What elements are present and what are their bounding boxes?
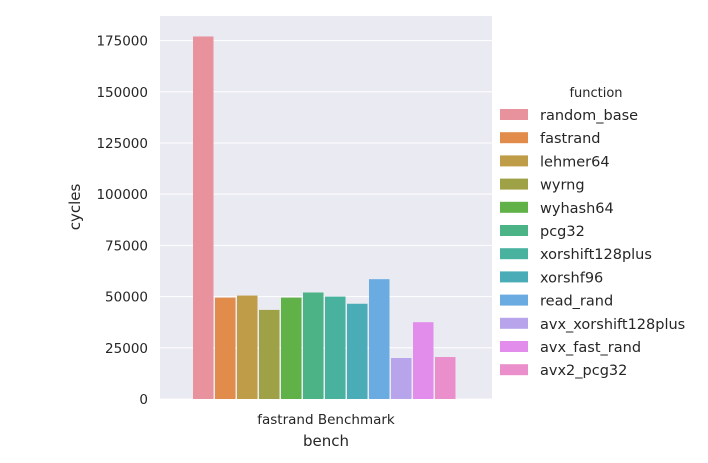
legend-swatch xyxy=(500,364,528,376)
y-tick-labels: 0 25000 50000 75000 100000 125000 150000 175000 xyxy=(96,34,148,408)
bar-read-rand xyxy=(369,279,390,399)
legend-label: avx_fast_rand xyxy=(540,340,641,356)
legend: function random_base fastrand lehmer64 wyrn… xyxy=(500,86,685,379)
y-axis-label: cycles xyxy=(66,184,84,231)
y-tick-label: 50000 xyxy=(105,290,148,306)
legend-label: fastrand xyxy=(540,131,600,147)
bar-wyrng xyxy=(259,309,280,399)
bar-xorshift128plus xyxy=(325,296,346,399)
y-tick-label: 125000 xyxy=(96,136,148,152)
legend-label: pcg32 xyxy=(540,224,585,240)
legend-swatch xyxy=(500,341,528,352)
y-tick-label: 100000 xyxy=(96,187,148,203)
legend-label: xorshift128plus xyxy=(540,247,652,263)
x-axis-label: bench xyxy=(303,432,349,450)
legend-title: function xyxy=(569,86,622,101)
bar-wyhash64 xyxy=(281,297,302,399)
legend-swatch xyxy=(500,225,528,236)
bar-random-base xyxy=(193,36,214,399)
y-tick-label: 25000 xyxy=(105,341,148,357)
legend-label: lehmer64 xyxy=(540,154,610,170)
legend-swatch xyxy=(500,155,528,167)
legend-label: avx2_pcg32 xyxy=(540,363,627,379)
bar-avx-xorshift128plus xyxy=(391,358,412,399)
y-tick-label: 150000 xyxy=(96,85,148,101)
legend-swatch xyxy=(500,132,528,144)
legend-label: random_base xyxy=(540,108,638,124)
bar-pcg32 xyxy=(303,292,324,399)
legend-label: avx_xorshift128plus xyxy=(540,317,685,333)
y-tick-label: 175000 xyxy=(96,34,148,50)
bars xyxy=(193,36,456,399)
y-tick-label: 0 xyxy=(139,392,148,408)
legend-swatch xyxy=(500,178,528,190)
legend-label: wyrng xyxy=(540,178,585,194)
legend-swatch xyxy=(500,201,528,213)
bar-xorshf96 xyxy=(347,303,368,399)
legend-label: read_rand xyxy=(540,294,613,310)
bar-lehmer64 xyxy=(237,295,258,399)
legend-swatch xyxy=(500,248,528,260)
bar-avx2-pcg32 xyxy=(435,357,456,399)
bar-fastrand xyxy=(215,297,236,399)
legend-swatch xyxy=(500,271,528,283)
y-tick-label: 75000 xyxy=(105,238,148,254)
bar-avx-fast-rand xyxy=(413,322,434,399)
legend-swatch xyxy=(500,317,528,329)
legend-label: xorshf96 xyxy=(540,270,603,286)
legend-swatch xyxy=(500,294,528,306)
x-tick-label: fastrand Benchmark xyxy=(257,412,395,428)
legend-swatch xyxy=(500,109,528,120)
legend-label: wyhash64 xyxy=(540,201,614,217)
